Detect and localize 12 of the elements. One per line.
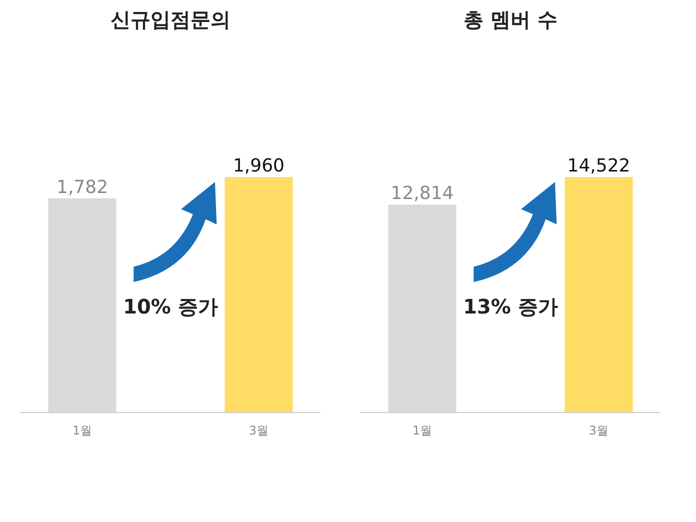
x-tick-label: 3월 — [588, 424, 609, 438]
chart-title: 신규입점문의 — [110, 8, 230, 32]
data-label: 1,960 — [232, 156, 284, 176]
data-label: 14,522 — [567, 156, 630, 176]
chart-title: 총 멤버 수 — [464, 8, 558, 32]
data-label: 1,782 — [56, 176, 108, 198]
x-tick-label: 3월 — [248, 424, 269, 438]
annotation: 10% 증가 — [123, 294, 218, 318]
data-label: 12,814 — [390, 183, 454, 204]
x-tick-label: 1월 — [412, 424, 432, 438]
annotation: 13% 증가 — [463, 294, 558, 318]
x-tick-label: 1월 — [72, 424, 92, 438]
